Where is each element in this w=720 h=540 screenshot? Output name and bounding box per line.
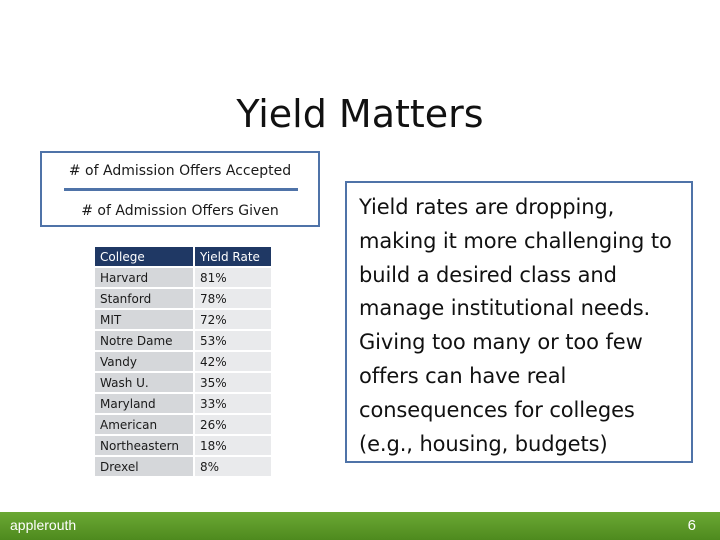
college-cell: Maryland	[95, 394, 193, 413]
table-row: Drexel 8%	[95, 457, 271, 476]
yield-rate-cell: 81%	[193, 268, 271, 287]
column-header-yield-rate: Yield Rate	[193, 247, 271, 266]
formula-denominator: # of Admission Offers Given	[81, 203, 279, 219]
college-cell: Stanford	[95, 289, 193, 308]
college-cell: MIT	[95, 310, 193, 329]
table-row: Notre Dame 53%	[95, 331, 271, 350]
college-cell: Harvard	[95, 268, 193, 287]
yield-rate-cell: 26%	[193, 415, 271, 434]
callout-text: Yield rates are dropping, making it more…	[359, 195, 672, 456]
formula-numerator: # of Admission Offers Accepted	[68, 163, 292, 179]
yield-rate-cell: 42%	[193, 352, 271, 371]
college-cell: Drexel	[95, 457, 193, 476]
table-header-row: College Yield Rate	[95, 247, 271, 266]
column-header-college: College	[95, 247, 193, 266]
college-cell: American	[95, 415, 193, 434]
table-row: Wash U. 35%	[95, 373, 271, 392]
table-row: MIT 72%	[95, 310, 271, 329]
table-row: Stanford 78%	[95, 289, 271, 308]
college-cell: Notre Dame	[95, 331, 193, 350]
callout-box: Yield rates are dropping, making it more…	[345, 181, 693, 463]
table-row: Maryland 33%	[95, 394, 271, 413]
yield-rate-table: College Yield Rate Harvard 81% Stanford …	[95, 245, 271, 478]
footer-bar: applerouth 6	[0, 512, 720, 540]
table-row: American 26%	[95, 415, 271, 434]
table-row: Vandy 42%	[95, 352, 271, 371]
fraction-bar	[64, 188, 298, 191]
yield-rate-cell: 33%	[193, 394, 271, 413]
yield-rate-cell: 8%	[193, 457, 271, 476]
college-cell: Vandy	[95, 352, 193, 371]
college-cell: Northeastern	[95, 436, 193, 455]
yield-rate-cell: 18%	[193, 436, 271, 455]
yield-rate-cell: 53%	[193, 331, 271, 350]
table-row: Harvard 81%	[95, 268, 271, 287]
footer-brand: applerouth	[10, 517, 77, 533]
college-cell: Wash U.	[95, 373, 193, 392]
table-row: Northeastern 18%	[95, 436, 271, 455]
slide-title: Yield Matters	[236, 92, 484, 136]
yield-rate-cell: 72%	[193, 310, 271, 329]
yield-rate-cell: 35%	[193, 373, 271, 392]
yield-rate-cell: 78%	[193, 289, 271, 308]
page-number: 6	[687, 517, 696, 534]
yield-formula-box: # of Admission Offers Accepted # of Admi…	[40, 151, 320, 227]
